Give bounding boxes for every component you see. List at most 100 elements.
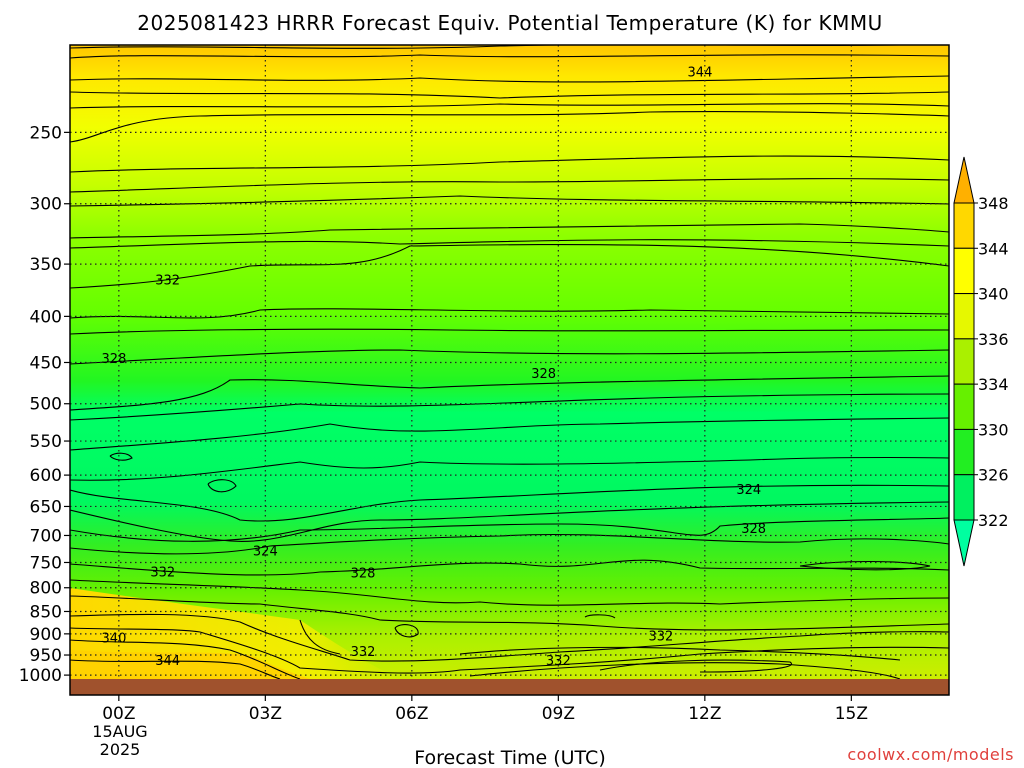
y-tick-label: 300 (30, 195, 62, 215)
plot-background (70, 45, 949, 679)
contour-line (70, 613, 949, 662)
y-tick-label: 550 (30, 432, 62, 452)
plot-area: 344 332 328 328 324 328 324 332 328 332 332 340 344 3… (70, 45, 949, 679)
grid-lines (70, 45, 949, 679)
colorbar-top-arrow (953, 156, 975, 204)
y-tick-label: 400 (30, 307, 62, 327)
contour-line (469, 662, 901, 679)
x-axis-date-year: 2025 (100, 740, 141, 759)
contour-line (70, 349, 949, 365)
y-tick-label: 700 (30, 526, 62, 546)
contour-line (109, 452, 133, 461)
contour-line (70, 178, 949, 193)
contour-label: 344 (155, 654, 180, 669)
colorbar-label: 340 (978, 285, 1009, 304)
contour-line (70, 155, 949, 173)
x-axis-label: Forecast Time (UTC) (414, 747, 605, 768)
colorbar-label: 330 (978, 420, 1009, 439)
contour-lines (70, 45, 949, 679)
contour-line (70, 639, 301, 679)
contour-labels: 344 332 328 328 324 328 324 332 328 332 332 340 344 3… (102, 65, 767, 669)
y-tick-label: 350 (30, 255, 62, 275)
colorbar-segment (953, 293, 975, 340)
contour-line (70, 91, 949, 99)
y-tick-label: 500 (30, 395, 62, 415)
contour-label: 328 (351, 566, 376, 581)
contour-line (70, 579, 949, 606)
colorbar-segment (953, 383, 975, 430)
y-tick-label: 900 (30, 625, 62, 645)
contour-line (70, 659, 281, 679)
y-tick-label: 850 (30, 602, 62, 622)
contour-line (299, 619, 341, 655)
contour-line (70, 103, 949, 109)
y-axis: 250 300 350 400 450 500 550 600 650 700 750 800 850 9… (19, 123, 70, 686)
x-tick-label: 00Z (102, 704, 135, 724)
plot-frame (69, 44, 950, 696)
contour-line (70, 417, 949, 451)
x-axis-date-day: 15AUG (92, 722, 147, 741)
contour-label: 332 (546, 654, 571, 669)
x-tick-label: 12Z (688, 704, 721, 724)
terrain-strip (70, 679, 949, 695)
y-tick-label: 750 (30, 553, 62, 573)
contour-line (599, 659, 793, 673)
y-tick-label: 600 (30, 466, 62, 486)
contour-label: 332 (351, 645, 376, 660)
y-tick-label: 1000 (19, 666, 62, 686)
contour-line (70, 239, 949, 249)
contour-line (70, 517, 949, 542)
contour-line (70, 223, 949, 239)
contour-line (70, 308, 949, 319)
contour-line (70, 328, 949, 335)
contour-line (70, 559, 949, 576)
contour-line (70, 111, 949, 143)
colorbar-label: 344 (978, 239, 1009, 258)
colorbar-label: 336 (978, 330, 1009, 349)
contour-label: 324 (736, 483, 761, 498)
colorbar-segment (953, 474, 975, 521)
contour-line (584, 614, 616, 619)
contour-label: 332 (648, 630, 673, 645)
colorbar-segment (953, 428, 975, 476)
contour-line (70, 456, 949, 481)
contour-label: 324 (253, 544, 278, 559)
contour-line (70, 484, 949, 522)
colorbar-segment (953, 202, 975, 249)
y-tick-label: 950 (30, 646, 62, 666)
credit-text: coolwx.com/models (847, 745, 1014, 764)
contour-line (70, 393, 949, 421)
y-tick-label: 800 (30, 579, 62, 599)
contour-label: 328 (741, 522, 766, 537)
contour-line (70, 54, 949, 59)
contour-line (70, 195, 949, 207)
contour-label: 332 (150, 565, 175, 580)
colorbar-label: 348 (978, 194, 1009, 213)
contour-line (394, 624, 419, 638)
x-tick-label: 09Z (542, 704, 575, 724)
colorbar: 348 344 340 336 334 330 326 322 (953, 156, 1009, 567)
chart-title: 2025081423 HRRR Forecast Equiv. Potentia… (137, 11, 882, 35)
contour-line (207, 479, 237, 493)
x-tick-label: 15Z (835, 704, 868, 724)
y-tick-label: 650 (30, 497, 62, 517)
x-axis: 00Z 03Z 06Z 09Z 12Z 15Z (102, 695, 868, 724)
colorbar-segment (953, 247, 975, 295)
contour-line (70, 627, 949, 674)
x-tick-label: 03Z (249, 704, 282, 724)
contour-label: 340 (102, 631, 127, 646)
contour-label: 328 (102, 352, 127, 367)
contour-line (70, 75, 949, 83)
y-tick-label: 450 (30, 353, 62, 373)
contour-label: 344 (688, 65, 713, 80)
contour-line (70, 375, 949, 411)
colorbar-segment (953, 338, 975, 385)
contour-label: 328 (531, 367, 556, 382)
contour-line (70, 501, 949, 542)
colorbar-label: 334 (978, 375, 1009, 394)
contour-label: 332 (155, 273, 180, 288)
y-tick-label: 250 (30, 123, 62, 143)
colorbar-label: 322 (978, 511, 1009, 530)
x-tick-label: 06Z (395, 704, 428, 724)
